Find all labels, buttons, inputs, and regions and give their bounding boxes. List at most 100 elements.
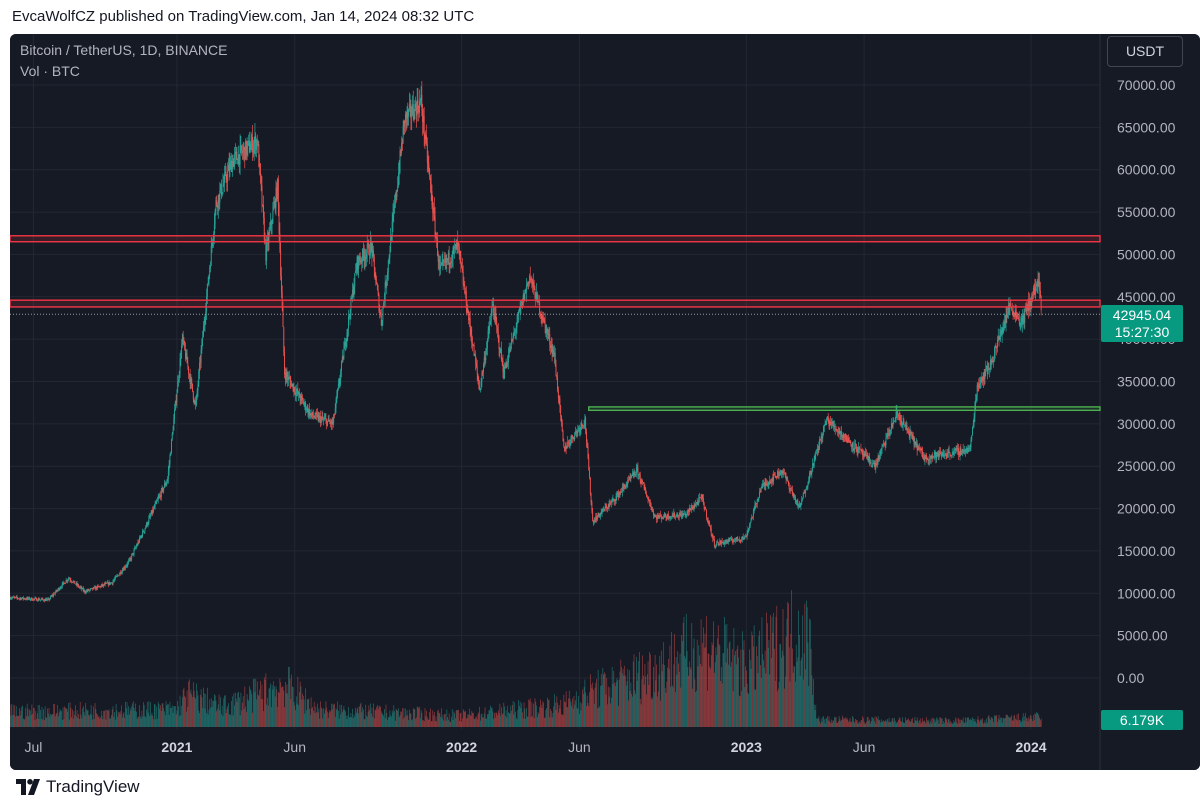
- volume-bar: [735, 651, 736, 727]
- candle-body: [863, 454, 865, 457]
- volume-bar: [154, 704, 156, 727]
- candle-body: [396, 190, 398, 197]
- candle-body: [383, 302, 385, 308]
- candle-body: [818, 445, 820, 451]
- volume-bar: [536, 717, 538, 727]
- candle-body: [247, 141, 249, 146]
- candle-body: [1032, 294, 1034, 296]
- currency-selector[interactable]: USDT: [1107, 36, 1183, 67]
- volume-bar: [701, 666, 703, 727]
- candle-body: [305, 402, 307, 411]
- volume-bar: [476, 719, 478, 727]
- candle-body: [560, 406, 562, 417]
- candle-body: [37, 598, 39, 601]
- volume-bar: [829, 721, 831, 727]
- candle-body: [884, 444, 886, 446]
- chart-canvas[interactable]: 70000.0065000.0060000.0055000.0050000.00…: [10, 34, 1200, 770]
- volume-bar: [752, 635, 753, 727]
- volume-bar: [433, 715, 434, 727]
- symbol-legend[interactable]: Bitcoin / TetherUS, 1D, BINANCE: [20, 42, 228, 58]
- candle-body: [1023, 315, 1025, 323]
- candle-body: [110, 582, 112, 584]
- volume-bar: [722, 652, 724, 727]
- candle-body: [163, 487, 165, 492]
- candle-body: [823, 426, 824, 433]
- volume-bar: [824, 723, 826, 727]
- candle-body: [174, 401, 176, 410]
- volume-bar: [758, 635, 760, 727]
- candle-body: [36, 598, 37, 601]
- candle-body: [110, 582, 112, 585]
- candle-body: [717, 541, 719, 546]
- volume-bar: [788, 603, 789, 727]
- volume-bar: [70, 707, 72, 727]
- candle-body: [1029, 299, 1031, 308]
- candle-body: [156, 501, 158, 503]
- candle-body: [550, 345, 552, 348]
- volume-bar: [784, 688, 785, 727]
- candle-body: [1034, 288, 1036, 294]
- volume-bar: [274, 686, 275, 727]
- resistance-lower-zone[interactable]: [10, 299, 1101, 308]
- volume-bar: [130, 710, 132, 727]
- candle-body: [622, 486, 624, 488]
- candle-body: [539, 301, 541, 314]
- volume-bar: [1002, 718, 1004, 727]
- candle-body: [741, 536, 743, 540]
- volume-bar: [196, 690, 198, 727]
- volume-bar: [796, 661, 798, 727]
- candle-body: [209, 268, 211, 276]
- volume-bar: [546, 708, 548, 727]
- volume-bar: [927, 721, 929, 727]
- candle-body: [418, 108, 420, 113]
- candle-body: [820, 436, 822, 440]
- chart-panel[interactable]: 70000.00 65000.00 60000.00 55000.00 50000.00…: [10, 34, 1200, 770]
- candle-body: [172, 430, 174, 434]
- volume-bar: [184, 696, 186, 727]
- volume-bar: [99, 718, 101, 727]
- candle-body: [598, 512, 600, 515]
- candle-body: [143, 531, 145, 533]
- brand[interactable]: TradingView: [16, 776, 140, 798]
- volume-bar: [714, 662, 716, 727]
- volume-bar: [706, 616, 707, 727]
- candle-body: [115, 576, 117, 578]
- candle-body: [601, 511, 603, 514]
- candle-body: [252, 137, 254, 153]
- candle-body: [880, 449, 882, 451]
- volume-bar: [614, 685, 616, 727]
- volume-bar: [989, 718, 991, 727]
- resistance-upper-zone[interactable]: [10, 235, 1101, 243]
- candle-body: [780, 470, 782, 473]
- candle-body: [360, 260, 362, 263]
- volume-bar: [352, 708, 353, 727]
- candle-body: [994, 346, 996, 354]
- volume-legend[interactable]: Vol · BTC: [20, 63, 80, 79]
- support-zone[interactable]: [588, 406, 1101, 412]
- volume-bar: [742, 649, 744, 727]
- candle-body: [682, 513, 684, 516]
- volume-bar: [235, 692, 236, 727]
- candle-body: [528, 281, 530, 284]
- candle-body: [617, 492, 619, 498]
- volume-bar: [65, 707, 66, 727]
- volume-bar: [497, 710, 499, 727]
- candle-body: [1013, 313, 1015, 317]
- candle-body: [775, 476, 777, 478]
- candle-body: [355, 270, 356, 274]
- candle-body: [869, 456, 871, 463]
- candle-body: [829, 422, 831, 427]
- volume-bar: [609, 687, 611, 727]
- volume-bar: [569, 698, 571, 727]
- volume-bar: [36, 713, 38, 727]
- candle-body: [325, 418, 327, 420]
- volume-bar: [203, 693, 205, 727]
- candle-body: [750, 520, 752, 523]
- candle-body: [277, 178, 279, 206]
- candle-body: [867, 454, 869, 461]
- candle-body: [406, 110, 408, 119]
- volume-bar: [816, 718, 817, 727]
- volume-bar: [938, 723, 940, 727]
- candle-body: [784, 472, 785, 474]
- volume-bar: [779, 643, 781, 727]
